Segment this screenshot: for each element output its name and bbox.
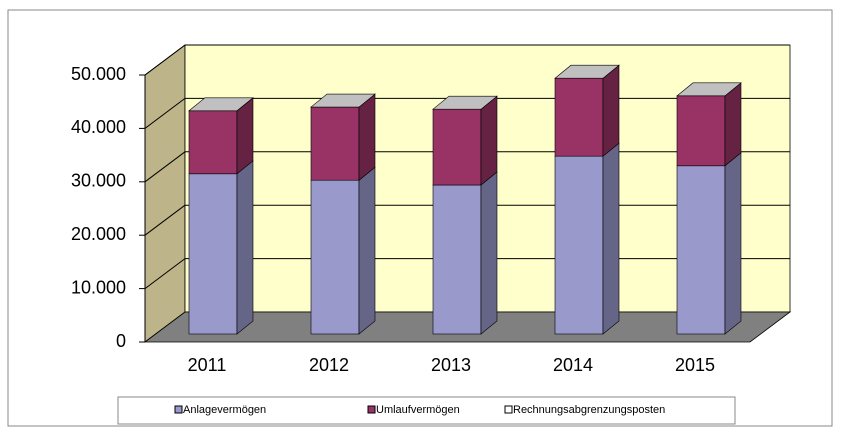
bar-segment [310,166,376,335]
bar-face [480,95,498,186]
bar-face [432,184,482,335]
bar-face [724,82,742,167]
bar-face [676,95,726,167]
bar-segment [554,64,620,157]
x-tick-label: 2013 [431,355,471,375]
grid-line [144,258,186,290]
bar-face [554,155,604,335]
bar-face [188,173,238,335]
y-tick-label: 20.000 [71,224,126,244]
bar-segment [188,160,254,335]
bar-face [602,142,620,335]
bar-top [676,82,742,97]
bar-face [554,77,604,157]
legend-swatch [174,405,183,414]
bar-face [236,160,254,335]
bar-segment [676,152,742,335]
grid-line [144,98,186,129]
bar-segment [432,171,498,335]
bar-top [188,97,254,112]
bar-face [480,171,498,335]
grid-line [144,204,186,236]
legend-swatch [504,405,513,414]
legend-swatch [367,405,376,414]
bar-face [602,64,620,157]
bar-face [310,179,360,335]
y-tick-label: 50.000 [71,64,126,84]
grid-line [144,151,186,183]
legend [117,396,736,425]
bar-face [188,110,238,175]
bar-top [432,95,498,110]
legend-label: Anlagevermögen [183,404,266,416]
bar-face [358,93,376,181]
x-tick-label: 2012 [309,355,349,375]
legend-label: Umlaufvermögen [376,404,460,416]
x-tick-label: 2011 [188,355,227,375]
bar-top [310,93,376,108]
bar-face [676,165,726,335]
bar-segment [310,93,376,181]
bar-face [724,152,742,335]
grid-line [144,44,186,76]
bar-face [310,106,360,181]
y-tick-label: 10.000 [71,277,126,297]
bar-segment [432,95,498,186]
bar-segment [676,82,742,167]
y-tick-label: 0 [116,331,126,351]
bar-face [358,166,376,335]
bar-segment [554,142,620,335]
bar-top [554,64,620,79]
side-wall [144,44,186,343]
legend-label: Rechnungsabgrenzungsposten [513,404,665,416]
y-tick-label: 40.000 [71,117,126,137]
y-tick-label: 30.000 [71,171,126,191]
x-tick-label: 2015 [675,355,715,375]
bar-segment [188,97,254,175]
x-tick-label: 2014 [553,355,593,375]
bar-face [432,108,482,186]
